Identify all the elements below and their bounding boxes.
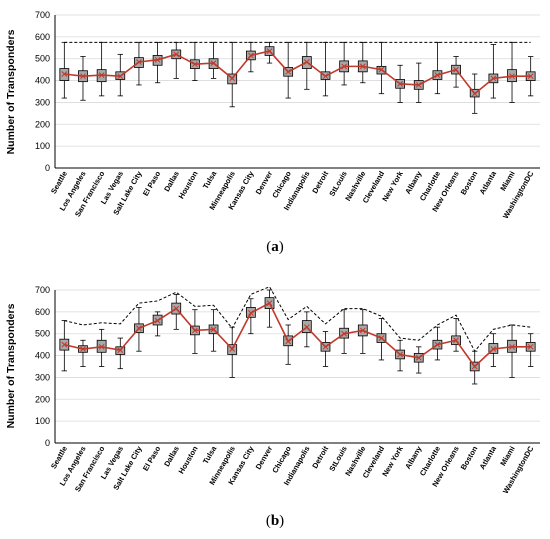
- median-marker: [490, 346, 497, 352]
- y-tick-label: 700: [35, 10, 50, 20]
- x-category-label: Atlanta: [478, 444, 499, 471]
- median-marker: [453, 337, 459, 344]
- x-category-label: Dallas: [162, 445, 181, 469]
- chart-panel-b: 0 100 200 300 400 500 600 700 Number of Transpon…: [5, 285, 540, 495]
- median-line: [64, 50, 531, 95]
- median-marker: [117, 347, 124, 353]
- y-tick-label: 600: [35, 307, 50, 317]
- median-marker: [173, 305, 180, 312]
- y-tick-label: 300: [35, 372, 50, 382]
- x-category-label: Boston: [459, 169, 480, 196]
- y-axis-label: Number of Transponders: [5, 29, 17, 154]
- median-marker: [192, 61, 198, 68]
- median-marker: [527, 343, 534, 350]
- x-category-label: Boston: [459, 444, 480, 471]
- median-marker: [527, 73, 534, 80]
- x-category-label: Seattle: [49, 170, 69, 196]
- median-marker: [80, 73, 86, 80]
- median-marker: [322, 343, 329, 350]
- median-marker: [210, 60, 217, 66]
- x-category-label: Miami: [498, 170, 516, 193]
- y-axis-label: Number of Transponders: [5, 303, 17, 428]
- median-marker: [98, 72, 105, 78]
- x-category-label: Seattle: [49, 445, 69, 471]
- median-marker: [471, 90, 478, 97]
- median-marker: [378, 66, 385, 73]
- y-tick-label: 500: [35, 54, 50, 64]
- median-marker: [136, 325, 142, 332]
- x-category-label: Tulsa: [201, 444, 219, 466]
- median-marker: [173, 51, 180, 58]
- median-marker: [303, 59, 310, 65]
- median-marker: [490, 75, 497, 82]
- median-marker: [415, 82, 422, 88]
- x-category-label: El Paso: [141, 169, 163, 197]
- y-tick-label: 700: [35, 285, 50, 295]
- chart-panel-a: 0 100 200 300 400 500 600 700 Number of Transpon…: [5, 10, 540, 220]
- median-marker: [341, 63, 347, 70]
- median-marker: [285, 68, 292, 75]
- median-marker: [117, 73, 124, 80]
- median-marker: [229, 346, 236, 352]
- y-tick-label: 400: [35, 76, 50, 86]
- median-marker: [378, 335, 385, 341]
- median-marker: [248, 52, 254, 59]
- y-tick-label: 400: [35, 351, 50, 361]
- panel-label-b: (b): [266, 513, 284, 529]
- y-tick-label: 300: [35, 97, 50, 107]
- y-tick-label: 100: [35, 141, 50, 151]
- median-marker: [434, 341, 441, 348]
- median-marker: [341, 330, 347, 337]
- median-marker: [61, 341, 68, 348]
- median-marker: [80, 346, 86, 352]
- upper-bound-line: [64, 286, 531, 353]
- x-category-label: Atlanta: [478, 169, 499, 196]
- x-category-label: Dallas: [162, 170, 181, 194]
- median-marker: [136, 59, 142, 65]
- x-category-label: El Paso: [141, 444, 163, 472]
- x-category-label: Miami: [498, 445, 516, 468]
- y-tick-label: 0: [45, 163, 50, 173]
- median-marker: [248, 310, 254, 316]
- median-marker: [359, 63, 366, 70]
- median-marker: [397, 351, 403, 358]
- median-marker: [303, 324, 310, 331]
- median-marker: [322, 73, 329, 80]
- y-tick-label: 200: [35, 394, 50, 404]
- median-marker: [210, 326, 217, 333]
- median-marker: [192, 327, 198, 334]
- x-category-label: Tulsa: [201, 169, 219, 191]
- y-tick-label: 600: [35, 32, 50, 42]
- median-marker: [266, 300, 273, 306]
- median-marker: [509, 343, 515, 350]
- median-marker: [397, 80, 403, 87]
- median-marker: [509, 73, 515, 80]
- median-marker: [98, 343, 105, 350]
- median-marker: [154, 56, 161, 63]
- median-marker: [266, 48, 273, 54]
- median-marker: [61, 71, 68, 77]
- y-tick-label: 500: [35, 329, 50, 339]
- y-tick-label: 200: [35, 119, 50, 129]
- median-marker: [415, 354, 422, 361]
- y-tick-label: 0: [45, 438, 50, 448]
- median-marker: [285, 338, 292, 345]
- median-marker: [434, 72, 441, 78]
- median-marker: [229, 75, 236, 82]
- median-marker: [154, 317, 161, 324]
- x-category-label: Detroit: [310, 444, 330, 470]
- y-tick-label: 100: [35, 416, 50, 426]
- panel-label-a: (a): [266, 239, 284, 255]
- x-category-label: Detroit: [310, 169, 330, 195]
- median-marker: [359, 327, 366, 334]
- median-line: [64, 302, 531, 368]
- median-marker: [453, 66, 459, 73]
- median-marker: [471, 363, 478, 370]
